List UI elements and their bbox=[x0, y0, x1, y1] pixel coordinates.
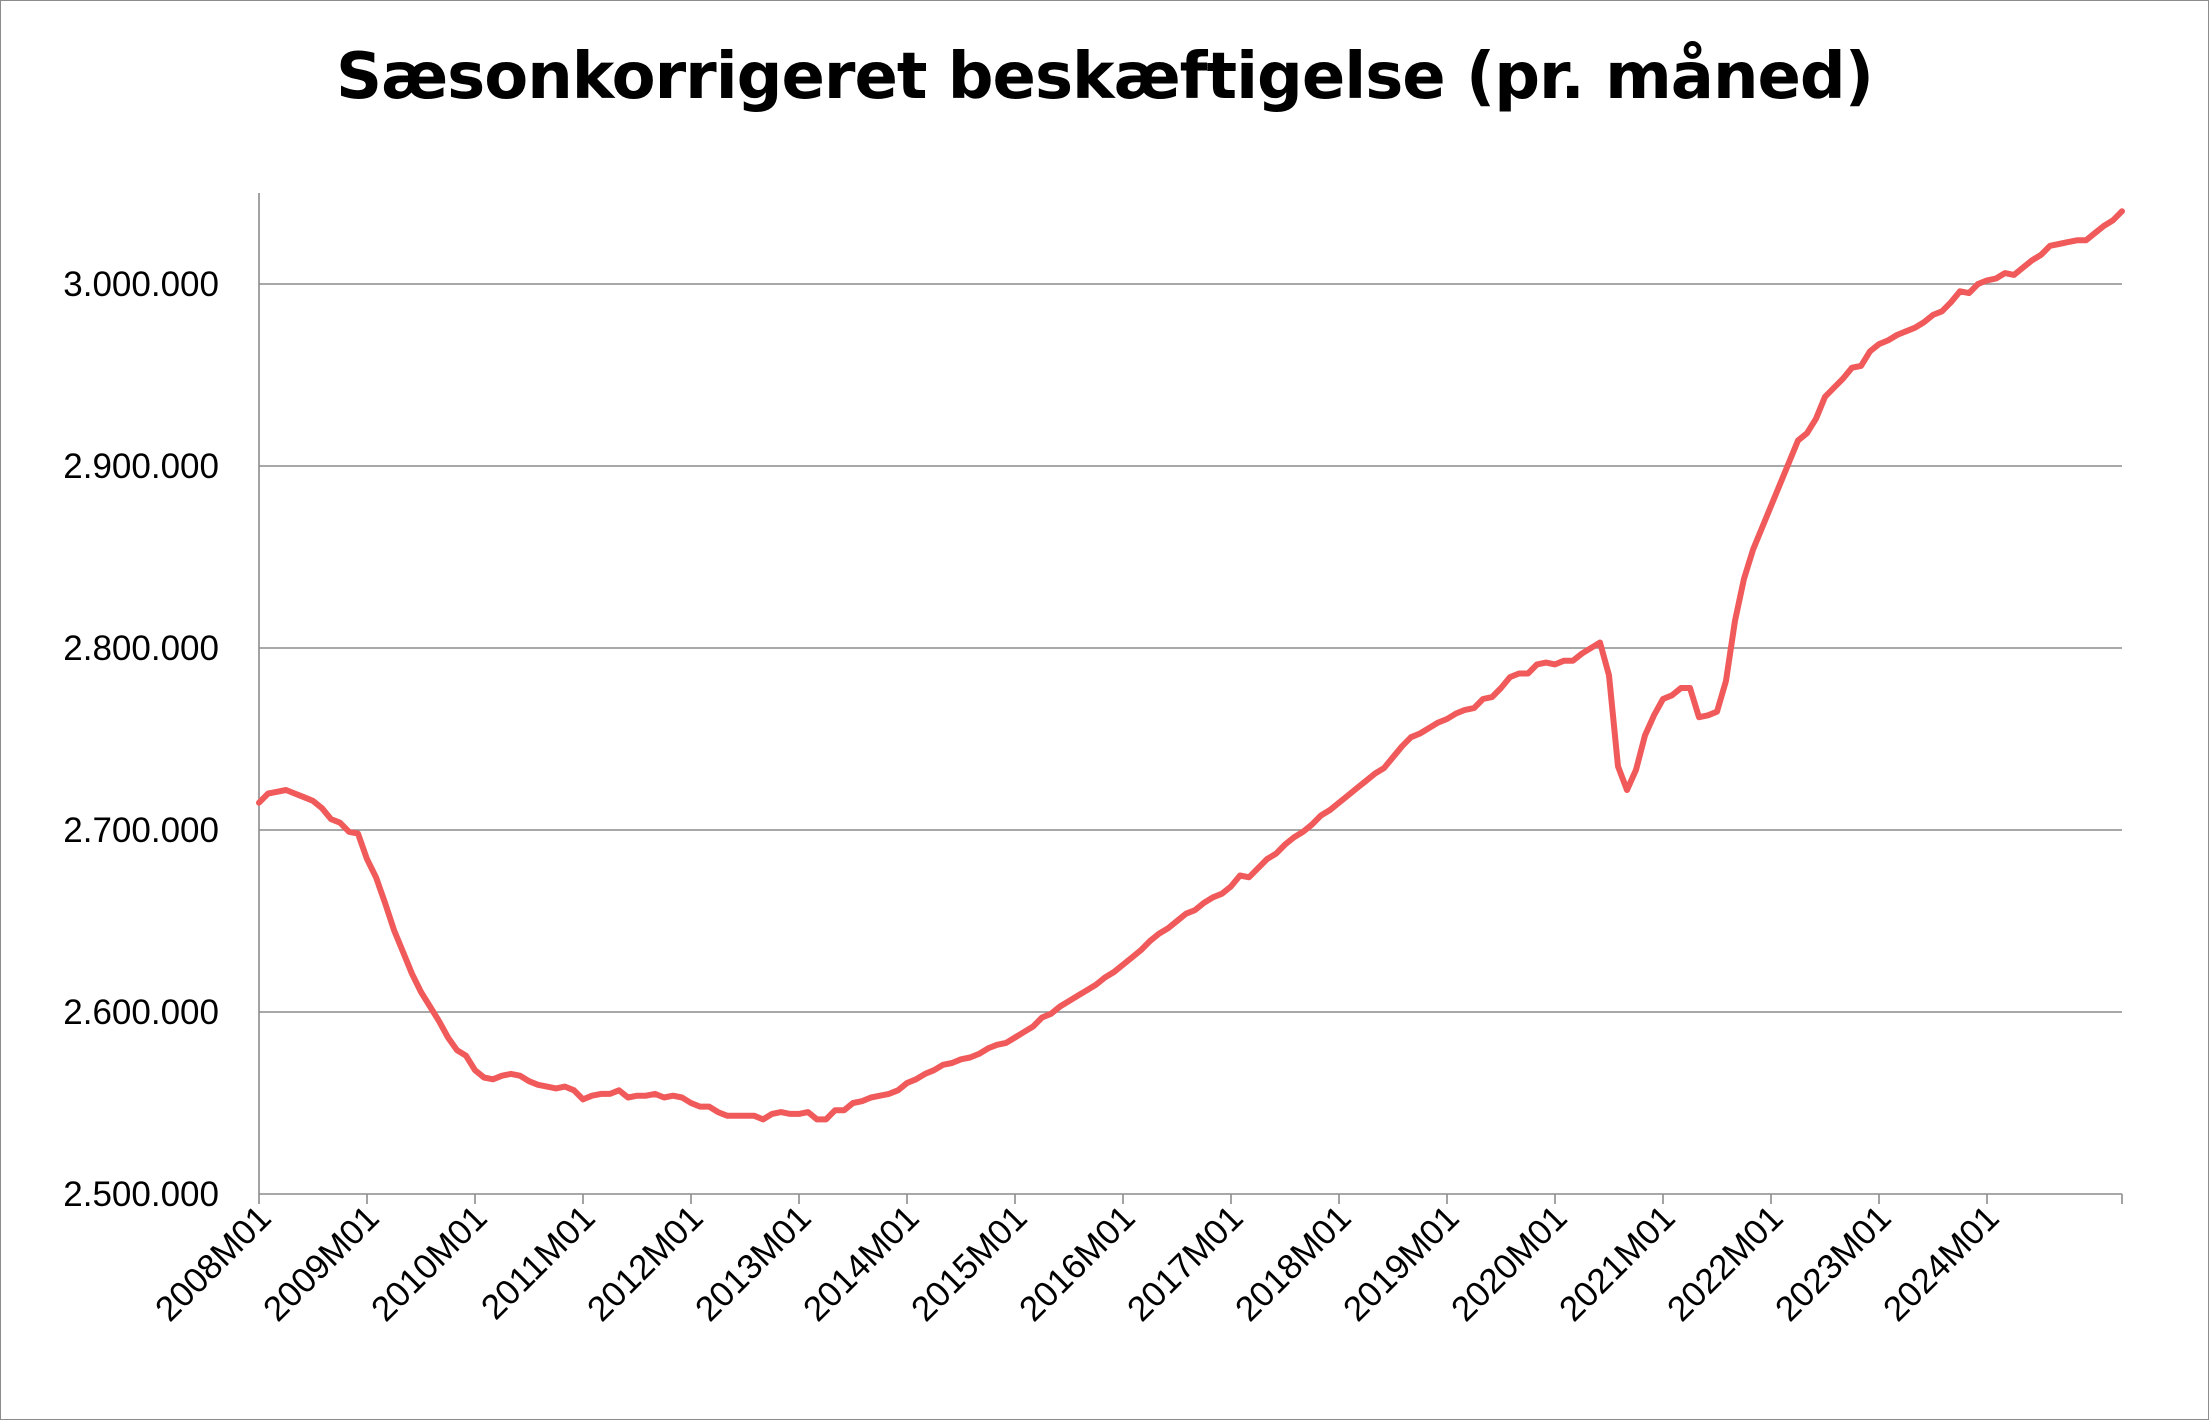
x-tick-label: 2015M01 bbox=[904, 1198, 1035, 1329]
y-tick-label: 2.500.000 bbox=[63, 1175, 219, 1214]
x-tick-label: 2021M01 bbox=[1552, 1198, 1683, 1329]
x-tick-label: 2011M01 bbox=[474, 1198, 603, 1327]
x-tick-label: 2009M01 bbox=[256, 1198, 387, 1329]
y-axis-tick-labels: 2.500.000 2.600.000 2.700.000 2.800.000 2.90… bbox=[63, 265, 219, 1214]
x-tick-label: 2010M01 bbox=[364, 1198, 495, 1329]
y-tick-label: 2.800.000 bbox=[63, 629, 219, 668]
y-tick-label: 3.000.000 bbox=[63, 265, 219, 304]
series-layer bbox=[256, 208, 2125, 1123]
gridlines bbox=[259, 283, 2122, 1013]
x-tick-label: 2012M01 bbox=[580, 1198, 711, 1329]
chart-title: Sæsonkorrigeret beskæftigelse (pr. måned… bbox=[336, 40, 1874, 114]
x-tick-label: 2008M01 bbox=[148, 1198, 279, 1329]
x-tick-label: 2013M01 bbox=[688, 1198, 819, 1329]
x-tick-label: 2014M01 bbox=[796, 1198, 927, 1329]
y-tick-label: 2.700.000 bbox=[63, 811, 219, 850]
x-tick-label: 2024M01 bbox=[1876, 1198, 2007, 1329]
x-tick-label: 2017M01 bbox=[1120, 1198, 1251, 1329]
x-tick-label: 2018M01 bbox=[1228, 1198, 1359, 1329]
x-tick-label: 2020M01 bbox=[1444, 1198, 1575, 1329]
y-tick-label: 2.900.000 bbox=[63, 447, 219, 486]
y-tick-label: 2.600.000 bbox=[63, 993, 219, 1032]
x-tick-label: 2022M01 bbox=[1660, 1198, 1791, 1329]
x-tick-label: 2023M01 bbox=[1768, 1198, 1899, 1329]
x-axis-tick-labels: 2008M012009M012010M012011M012012M012013M… bbox=[148, 1198, 2007, 1329]
x-axis bbox=[258, 193, 2123, 1204]
x-tick-label: 2016M01 bbox=[1012, 1198, 1143, 1329]
x-tick-label: 2019M01 bbox=[1336, 1198, 1467, 1329]
series-line bbox=[256, 208, 2125, 1123]
